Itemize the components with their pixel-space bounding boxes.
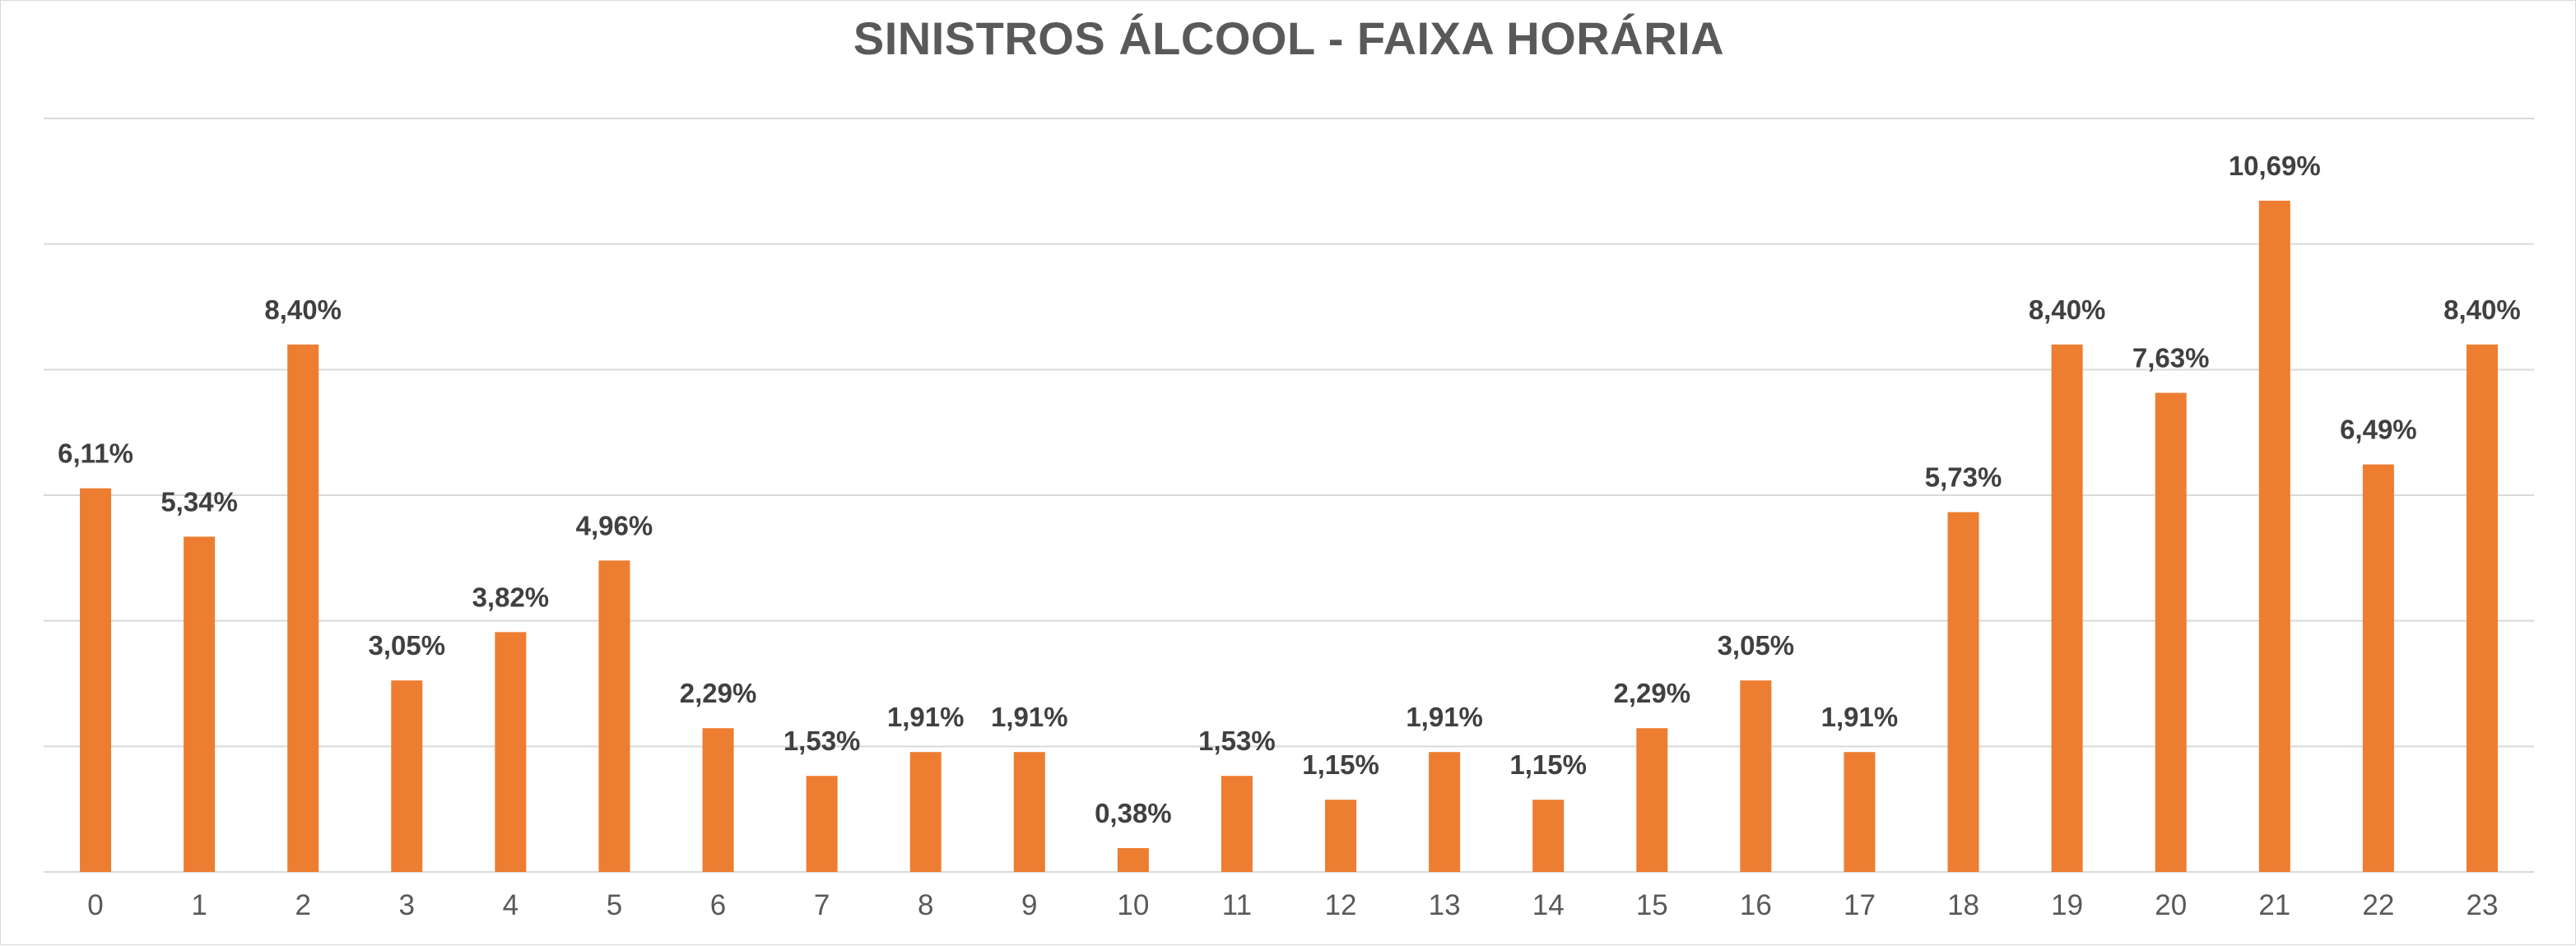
bar-hour-6 — [702, 728, 734, 872]
bar-hour-2 — [287, 344, 319, 872]
data-label: 1,91% — [1406, 702, 1483, 732]
data-label: 5,34% — [160, 486, 238, 517]
data-label: 0,38% — [1095, 798, 1172, 828]
x-tick-label: 15 — [1636, 889, 1668, 921]
x-tick-label: 14 — [1532, 889, 1565, 921]
data-label: 1,53% — [1198, 726, 1276, 756]
bar-hour-12 — [1325, 800, 1357, 872]
bar-hour-21 — [2258, 200, 2290, 872]
bar-hour-5 — [598, 560, 630, 872]
data-label: 4,96% — [576, 510, 653, 540]
data-label: 1,91% — [1821, 702, 1899, 732]
x-tick-label: 2 — [295, 889, 310, 921]
bar-hour-10 — [1117, 847, 1149, 872]
data-label: 8,40% — [2029, 294, 2106, 325]
data-label: 2,29% — [1614, 678, 1691, 708]
x-tick-label: 19 — [2051, 889, 2083, 921]
x-tick-label: 7 — [814, 889, 830, 921]
x-tick-label: 22 — [2362, 889, 2394, 921]
data-label: 10,69% — [2229, 151, 2321, 181]
data-label: 1,53% — [783, 726, 861, 756]
bar-hour-22 — [2362, 464, 2394, 872]
bar-hour-17 — [1844, 752, 1876, 872]
bar-hour-15 — [1636, 728, 1668, 872]
bar-hour-9 — [1013, 752, 1045, 872]
x-tick-label: 0 — [87, 889, 103, 921]
bar-hour-13 — [1429, 752, 1461, 872]
data-label: 2,29% — [680, 678, 757, 708]
data-label: 6,11% — [58, 438, 133, 469]
bar-hour-3 — [391, 680, 423, 872]
data-label: 3,05% — [1718, 630, 1795, 661]
x-tick-label: 17 — [1844, 889, 1876, 921]
x-tick-label: 9 — [1021, 889, 1037, 921]
bar-hour-4 — [495, 632, 527, 872]
data-label: 3,05% — [369, 630, 446, 661]
bar-hour-0 — [80, 488, 112, 872]
x-tick-label: 3 — [399, 889, 415, 921]
data-label: 6,49% — [2340, 415, 2417, 445]
x-tick-label: 13 — [1429, 889, 1461, 921]
bar-hour-16 — [1740, 680, 1772, 872]
data-label: 1,15% — [1509, 749, 1587, 780]
bar-hour-14 — [1532, 800, 1565, 872]
x-tick-label: 12 — [1325, 889, 1357, 921]
data-label: 3,82% — [472, 582, 550, 612]
x-tick-label: 23 — [2466, 889, 2498, 921]
data-label: 7,63% — [2132, 343, 2210, 373]
x-tick-label: 16 — [1740, 889, 1772, 921]
x-tick-label: 10 — [1117, 889, 1149, 921]
x-tick-label: 20 — [2155, 889, 2187, 921]
data-label: 8,40% — [2443, 294, 2521, 325]
data-label: 8,40% — [264, 294, 342, 325]
x-tick-label: 1 — [191, 889, 207, 921]
x-tick-label: 18 — [1947, 889, 1979, 921]
x-tick-label: 11 — [1222, 889, 1252, 921]
bar-hour-8 — [909, 752, 942, 872]
x-tick-label: 4 — [503, 889, 518, 921]
chart-title: SINISTROS ÁLCOOL - FAIXA HORÁRIA — [853, 12, 1725, 64]
bar-hour-20 — [2155, 392, 2187, 872]
data-label: 5,73% — [1925, 462, 2002, 493]
bar-hour-1 — [184, 536, 216, 872]
x-tick-label: 8 — [918, 889, 933, 921]
data-label: 1,91% — [887, 702, 965, 732]
bar-hour-7 — [806, 776, 838, 872]
x-tick-label: 21 — [2258, 889, 2290, 921]
bar-hour-18 — [1947, 512, 1979, 872]
bar-hour-11 — [1221, 776, 1253, 872]
x-tick-label: 6 — [710, 889, 726, 921]
data-label: 1,91% — [991, 702, 1068, 732]
bar-hour-23 — [2466, 344, 2498, 872]
bar-hour-19 — [2051, 344, 2083, 872]
data-label: 1,15% — [1302, 749, 1379, 780]
x-tick-label: 5 — [607, 889, 622, 921]
